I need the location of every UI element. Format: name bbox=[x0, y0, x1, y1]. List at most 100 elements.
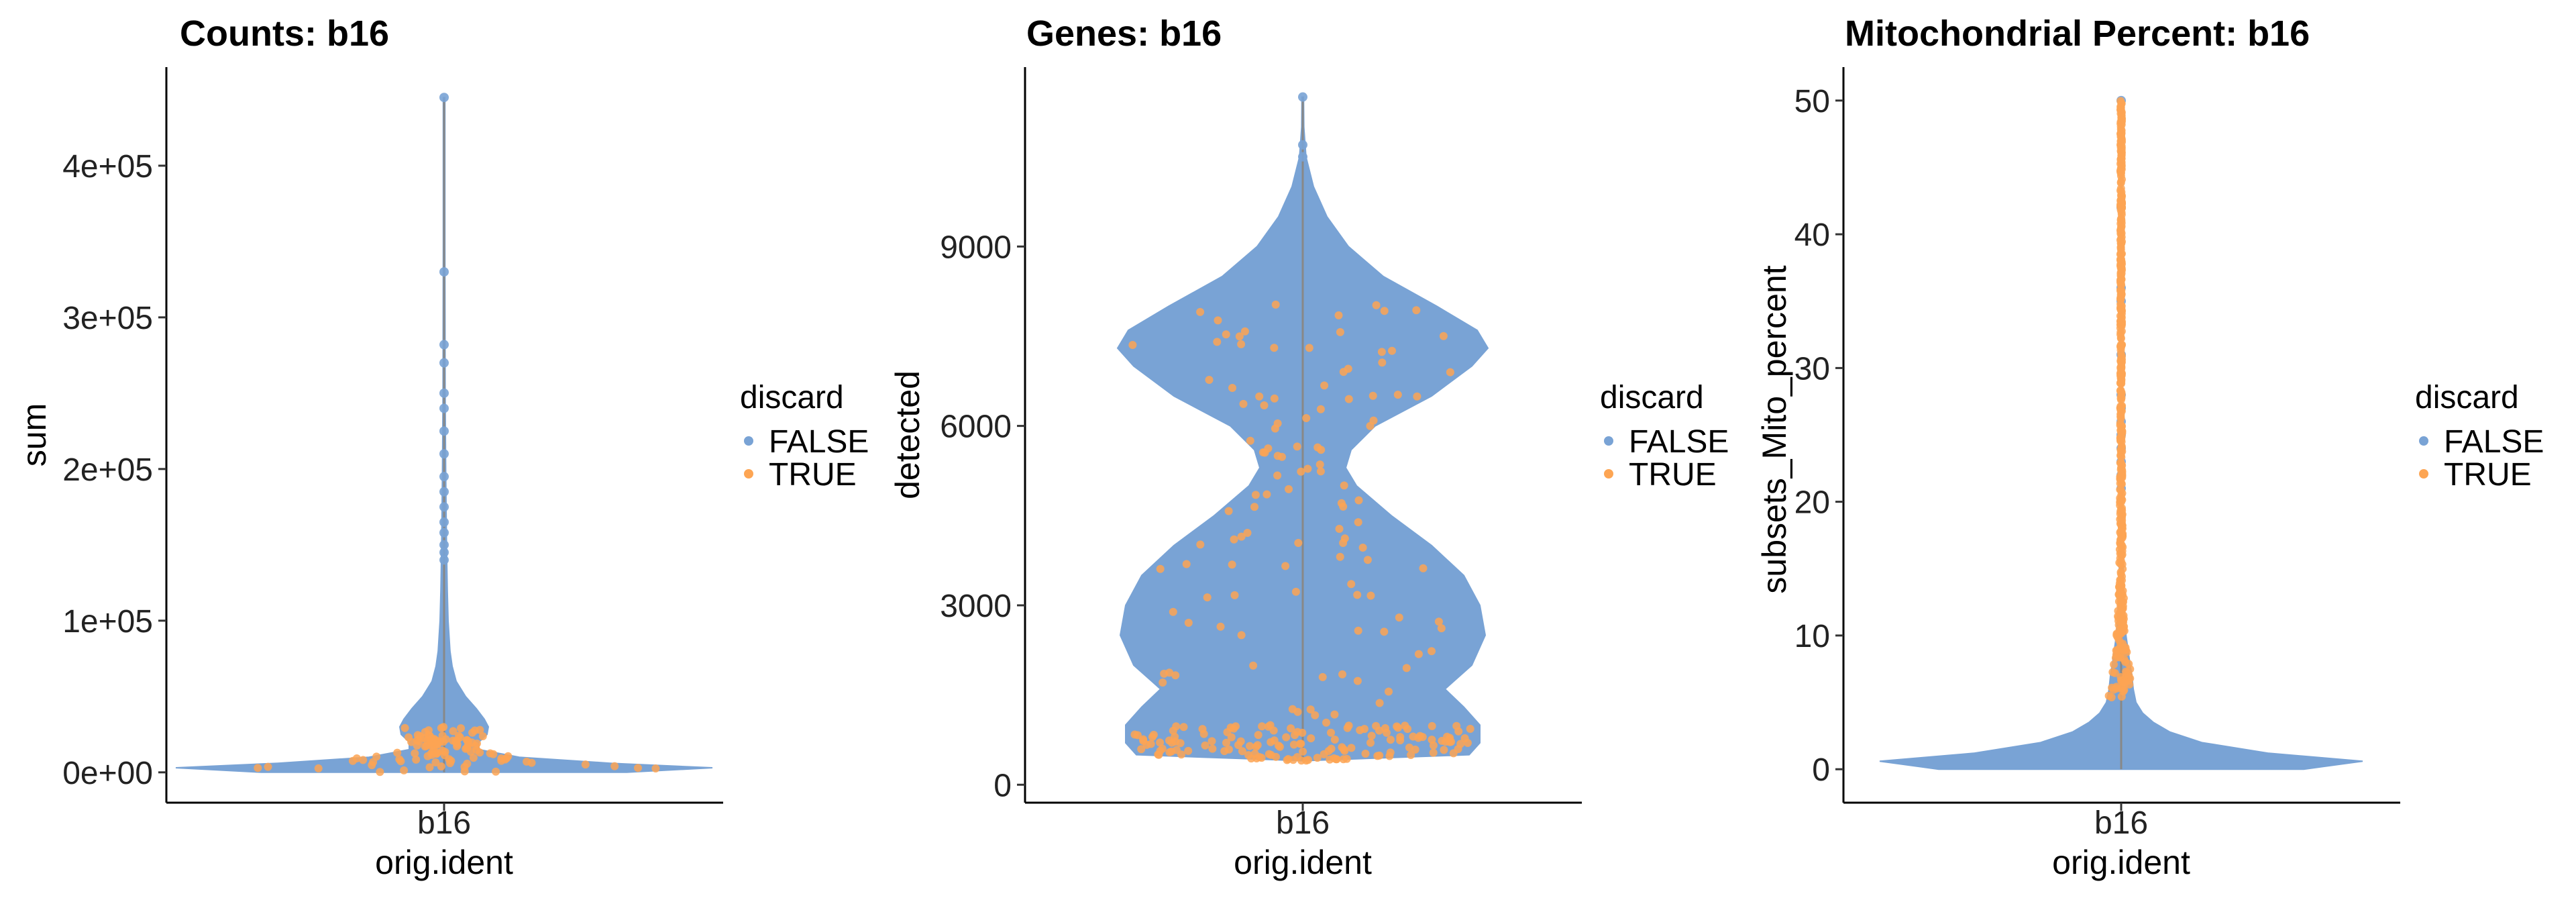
mito-discard-point bbox=[2116, 368, 2125, 377]
mito-discard-point bbox=[2117, 445, 2126, 454]
genes-discard-point bbox=[1246, 436, 1254, 445]
mito-legend-true-label: TRUE bbox=[2444, 457, 2532, 493]
genes-discard-point bbox=[1216, 622, 1225, 631]
genes-discard-point bbox=[1273, 452, 1282, 460]
genes-discard-point bbox=[1336, 552, 1344, 561]
genes-discard-point bbox=[1332, 755, 1340, 764]
genes-discard-point bbox=[1305, 344, 1313, 352]
genes-discard-point bbox=[1169, 607, 1177, 616]
genes-discard-point bbox=[1299, 747, 1307, 756]
genes-discard-point bbox=[1334, 311, 1343, 319]
genes-discard-point bbox=[1222, 330, 1230, 339]
genes-discard-point bbox=[1363, 556, 1372, 564]
mito-ylabel: subsets_Mito_percent bbox=[1756, 265, 1793, 593]
genes-discard-point bbox=[1128, 341, 1137, 349]
genes-discard-point bbox=[1318, 672, 1327, 681]
genes-discard-point bbox=[1271, 300, 1280, 309]
genes-discard-point bbox=[1366, 591, 1375, 600]
counts-discard-point bbox=[581, 760, 590, 769]
counts-legend-true-label: TRUE bbox=[769, 457, 857, 493]
genes-discard-point bbox=[1340, 481, 1348, 490]
counts-discard-point bbox=[425, 763, 434, 772]
genes-discard-point bbox=[1452, 721, 1461, 730]
genes-discard-point bbox=[1159, 679, 1167, 687]
counts-y-tick-label: 0e+00 bbox=[62, 756, 153, 791]
genes-discard-point bbox=[1316, 467, 1325, 476]
genes-discard-point bbox=[1146, 740, 1155, 748]
mito-discard-point bbox=[2116, 527, 2125, 536]
genes-discard-point bbox=[1386, 736, 1395, 744]
genes-discard-point bbox=[1353, 591, 1362, 599]
counts-discard-point bbox=[264, 762, 272, 771]
genes-y-tick-label: 3000 bbox=[940, 589, 1012, 624]
counts-discard-point bbox=[412, 755, 421, 764]
mito-discard-point bbox=[2116, 458, 2125, 467]
genes-discard-point bbox=[1313, 443, 1322, 452]
genes-legend-false-label: FALSE bbox=[1629, 424, 1729, 460]
genes-discard-point bbox=[1264, 722, 1273, 731]
counts-y-tick-label: 1e+05 bbox=[62, 604, 153, 640]
genes-discard-point bbox=[1224, 745, 1233, 754]
counts-ylabel: sum bbox=[15, 403, 53, 466]
genes-discard-point bbox=[1375, 699, 1384, 707]
genes-discard-point bbox=[1246, 742, 1254, 750]
genes-discard-point bbox=[1446, 368, 1454, 377]
genes-discard-point bbox=[1354, 496, 1363, 505]
counts-outlier-point bbox=[439, 426, 449, 436]
mito-discard-point bbox=[2117, 214, 2126, 223]
counts-discard-point bbox=[411, 749, 419, 758]
genes-discard-point bbox=[1347, 580, 1356, 589]
mito-discard-point bbox=[2116, 343, 2125, 352]
genes-discard-point bbox=[1252, 742, 1260, 751]
genes-legend-false-key bbox=[1604, 436, 1613, 446]
genes-panel: Genes: b16 detected orig.ident b16 0 3000… bbox=[889, 13, 1729, 881]
genes-discard-point bbox=[1208, 744, 1217, 753]
genes-discard-point bbox=[1383, 728, 1391, 737]
genes-discard-point bbox=[1297, 467, 1305, 476]
counts-discard-point bbox=[489, 750, 498, 758]
mito-discard-point bbox=[2116, 243, 2125, 252]
genes-discard-point bbox=[1338, 670, 1346, 679]
mito-discard-point bbox=[2116, 412, 2125, 421]
genes-discard-point bbox=[1388, 346, 1396, 355]
mito-discard-point bbox=[2118, 352, 2126, 360]
mito-discard-point bbox=[2117, 473, 2126, 482]
mito-discard-point bbox=[2118, 427, 2127, 436]
genes-discard-point bbox=[1201, 741, 1210, 750]
mito-discard-point bbox=[2118, 617, 2127, 626]
genes-discard-point bbox=[1343, 723, 1352, 732]
counts-discard-point bbox=[651, 764, 660, 772]
genes-legend-true-key bbox=[1604, 469, 1613, 479]
mito-discard-point bbox=[2116, 178, 2125, 187]
genes-discard-point bbox=[1275, 742, 1284, 751]
genes-discard-point bbox=[1395, 613, 1403, 622]
mito-discard-point bbox=[2117, 151, 2126, 160]
genes-discard-point bbox=[1439, 332, 1448, 340]
mito-legend-true-key bbox=[2419, 469, 2428, 479]
genes-discard-point bbox=[1130, 730, 1139, 739]
counts-discard-point bbox=[400, 766, 409, 774]
genes-discard-point bbox=[1179, 723, 1188, 732]
mito-discard-point bbox=[2116, 557, 2125, 565]
mito-discard-point bbox=[2116, 388, 2125, 397]
mito-discard-point bbox=[2117, 541, 2126, 550]
counts-discard-point bbox=[359, 756, 368, 764]
counts-plot-area: 0e+00 1e+05 2e+05 3e+05 4e+05 bbox=[62, 67, 723, 811]
counts-title: Counts: b16 bbox=[180, 13, 389, 54]
counts-discard-point bbox=[460, 762, 469, 771]
genes-legend: discard FALSE TRUE bbox=[1600, 380, 1729, 493]
genes-discard-point bbox=[1196, 307, 1205, 316]
genes-discard-point bbox=[1247, 754, 1256, 763]
genes-plot-area: 0 3000 6000 9000 bbox=[940, 67, 1582, 811]
genes-discard-point bbox=[1361, 750, 1370, 758]
genes-discard-point bbox=[1338, 743, 1346, 752]
genes-discard-point bbox=[1369, 416, 1378, 425]
genes-outlier-point bbox=[1298, 92, 1307, 102]
genes-discard-point bbox=[1283, 756, 1291, 764]
mito-discard-point bbox=[2116, 109, 2125, 118]
genes-discard-point bbox=[1340, 534, 1349, 543]
mito-discard-point bbox=[2116, 515, 2125, 523]
counts-panel: Counts: b16 sum orig.ident b16 0e+00 1e+0… bbox=[15, 13, 869, 881]
genes-discard-point bbox=[1440, 746, 1448, 754]
counts-discard-point bbox=[457, 724, 465, 733]
